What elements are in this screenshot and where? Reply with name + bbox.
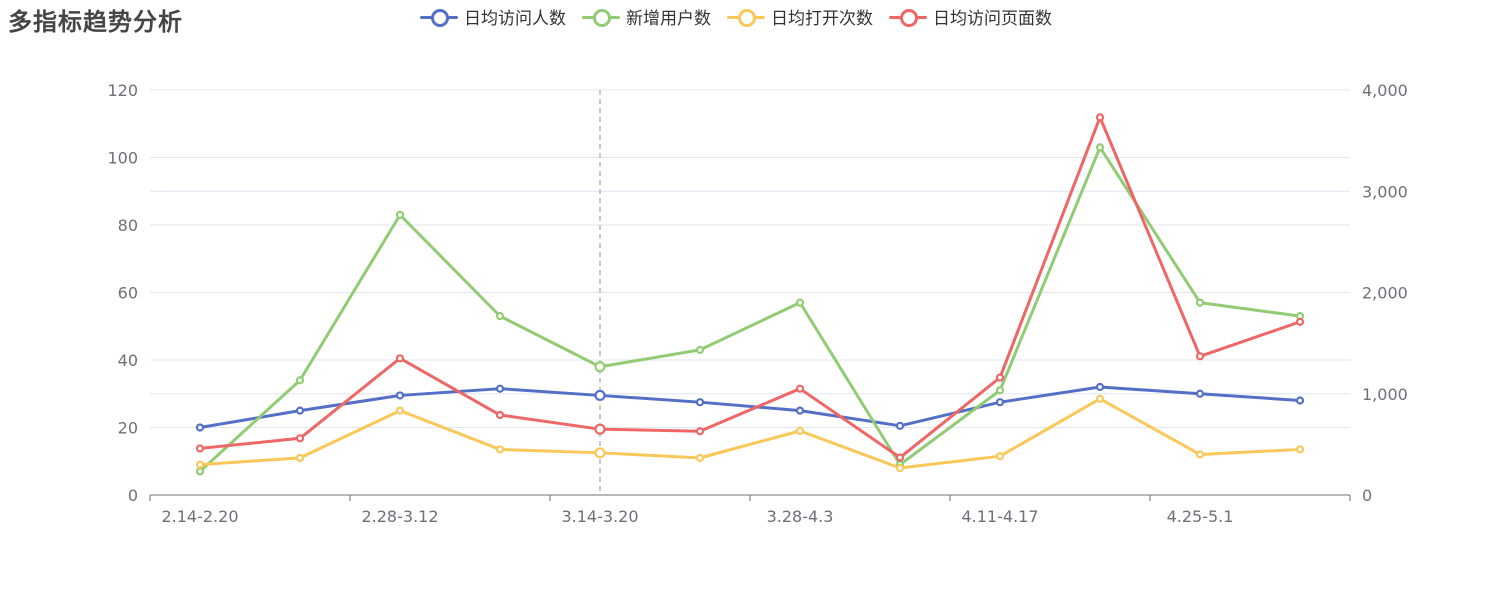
- series-2-point-1: [295, 453, 305, 462]
- series-1-point-9: [1095, 143, 1105, 152]
- series-1-point-8: [995, 386, 1005, 395]
- x-tick-label-2: 3.14-3.20: [561, 507, 638, 526]
- series-0-point-4: [594, 389, 606, 402]
- series-0-point-6: [795, 406, 805, 415]
- legend-item-series-1[interactable]: 新增用户数: [582, 4, 711, 29]
- series-2-point-9: [1095, 394, 1105, 403]
- series-2-point-6: [795, 426, 805, 435]
- series-3-point-10: [1195, 352, 1205, 361]
- legend-label-series-1: 新增用户数: [626, 9, 711, 29]
- legend-item-series-3[interactable]: 日均访问页面数: [889, 4, 1052, 29]
- series-0-point-9: [1095, 382, 1105, 392]
- series-1-point-6: [795, 298, 805, 307]
- y-right-tick-label-2: 2,000: [1362, 284, 1408, 303]
- series-2-point-8: [995, 452, 1005, 461]
- series-3-point-5: [695, 427, 705, 436]
- y-left-tick-label-1: 20: [118, 419, 138, 438]
- y-left-tick-label-0: 0: [128, 486, 138, 505]
- x-tick-label-5: 4.25-5.1: [1167, 507, 1234, 526]
- y-right-tick-label-0: 0: [1362, 486, 1372, 505]
- series-0-point-2: [395, 391, 405, 400]
- series-3-point-0: [195, 444, 205, 453]
- series-2-point-7: [895, 463, 905, 473]
- series-3-point-9: [1095, 113, 1105, 122]
- series-0-point-0: [195, 423, 205, 432]
- series-0-point-11: [1295, 396, 1305, 405]
- legend: 日均访问人数 新增用户数 日均打开次数 日均访问页面数: [420, 4, 1052, 29]
- series-0-point-3: [495, 384, 505, 393]
- y-left-tick-label-6: 120: [107, 81, 138, 100]
- chart-title: 多指标趋势分析: [8, 8, 183, 36]
- series-1-point-4: [594, 361, 606, 373]
- x-tick-label-0: 2.14-2.20: [161, 507, 238, 526]
- series-line-1: [198, 145, 1301, 473]
- series-3-point-7: [895, 453, 905, 462]
- series-1-point-3: [495, 312, 505, 321]
- y-right-tick-label-1: 1,000: [1362, 385, 1408, 404]
- series-1-point-5: [695, 345, 705, 354]
- series-2-point-11: [1295, 445, 1305, 454]
- y-left-tick-label-5: 100: [107, 149, 138, 168]
- series-2-point-4: [594, 447, 606, 459]
- series-1-point-0: [195, 467, 205, 476]
- legend-label-series-2: 日均打开次数: [771, 9, 873, 29]
- legend-label-series-3: 日均访问页面数: [933, 9, 1052, 29]
- series-0-point-8: [995, 398, 1005, 407]
- series-1-point-1: [295, 376, 305, 385]
- x-tick-label-4: 4.11-4.17: [961, 507, 1038, 526]
- series-0-point-1: [295, 406, 305, 415]
- series-1-point-2: [395, 210, 405, 219]
- y-right-tick-label-3: 3,000: [1362, 182, 1408, 201]
- series-2-point-2: [395, 406, 405, 415]
- x-tick-label-1: 2.28-3.12: [361, 507, 438, 526]
- series-3-point-3: [495, 410, 505, 420]
- series-3-point-1: [295, 434, 305, 443]
- legend-swatch-series-3: [889, 7, 927, 27]
- series-3-point-2: [395, 354, 405, 363]
- series-line-0: [199, 385, 1301, 429]
- y-left-tick-label-4: 80: [118, 216, 138, 235]
- series-2-point-0: [195, 460, 205, 469]
- series-3-point-4: [594, 423, 606, 435]
- series-2-point-10: [1195, 450, 1205, 459]
- legend-label-series-0: 日均访问人数: [464, 9, 566, 29]
- legend-swatch-series-0: [420, 7, 458, 27]
- series-3-point-11: [1295, 317, 1305, 326]
- series-0-point-5: [695, 398, 705, 407]
- y-left-tick-label-2: 40: [118, 351, 138, 370]
- series-3-point-8: [995, 373, 1005, 382]
- y-right-tick-label-4: 4,000: [1362, 81, 1408, 100]
- series-2-point-3: [495, 445, 505, 454]
- legend-swatch-series-2: [727, 7, 765, 27]
- series-line-3: [199, 115, 1301, 460]
- y-left-tick-label-3: 60: [118, 284, 138, 303]
- x-tick-label-3: 3.28-4.3: [767, 507, 834, 526]
- series-line-2: [199, 397, 1301, 470]
- series-3-point-6: [795, 384, 805, 393]
- series-1-point-10: [1195, 298, 1205, 307]
- series-0-point-10: [1195, 389, 1205, 398]
- series-0-point-7: [895, 421, 905, 430]
- legend-item-series-0[interactable]: 日均访问人数: [420, 4, 566, 29]
- legend-item-series-2[interactable]: 日均打开次数: [727, 4, 873, 29]
- legend-swatch-series-1: [582, 7, 620, 27]
- series-2-point-5: [695, 453, 705, 462]
